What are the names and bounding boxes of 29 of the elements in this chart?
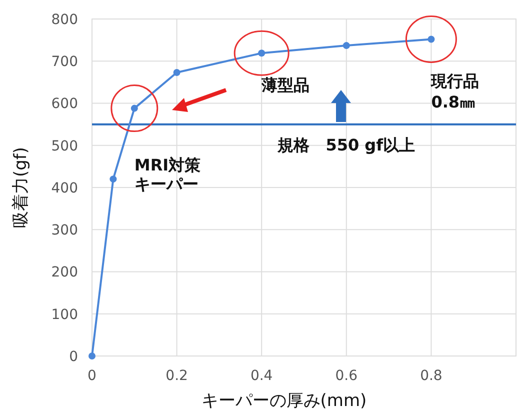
- point: [342, 42, 350, 50]
- y-tick-label: 400: [51, 180, 78, 196]
- x-tick-label: 0.6: [335, 368, 358, 384]
- x-tick-label: 0: [88, 368, 96, 384]
- x-tick-label: 0.2: [166, 368, 188, 384]
- y-tick-label: 300: [51, 222, 78, 239]
- point: [130, 104, 138, 112]
- point: [428, 36, 435, 43]
- point: [88, 352, 96, 360]
- legend-label: 規格 550 gf以上: [276, 135, 416, 154]
- x-axis-title: キーパーの厚み(mm): [201, 391, 367, 411]
- annotation: 現行品: [430, 71, 480, 90]
- point: [173, 69, 180, 76]
- y-tick-label: 800: [51, 12, 78, 28]
- y-tick-label: 100: [51, 306, 78, 323]
- point: [258, 50, 266, 57]
- x-tick-label: 0.4: [250, 368, 273, 384]
- annotation: 0.8㎜: [431, 92, 476, 112]
- y-tick-label: 0: [69, 348, 78, 365]
- annotation: 薄型品: [260, 76, 310, 95]
- y-tick-label: 700: [51, 54, 78, 70]
- point: [110, 176, 117, 183]
- annotation: キーパー: [134, 174, 198, 194]
- x-tick-label: 0.8: [420, 368, 442, 384]
- y-tick-label: 600: [51, 96, 78, 112]
- y-tick-label: 500: [51, 138, 78, 154]
- y-tick-label: 200: [51, 264, 78, 281]
- annotation: MRI対策: [134, 156, 201, 175]
- y-axis-title: 吸着力(gf): [11, 146, 31, 228]
